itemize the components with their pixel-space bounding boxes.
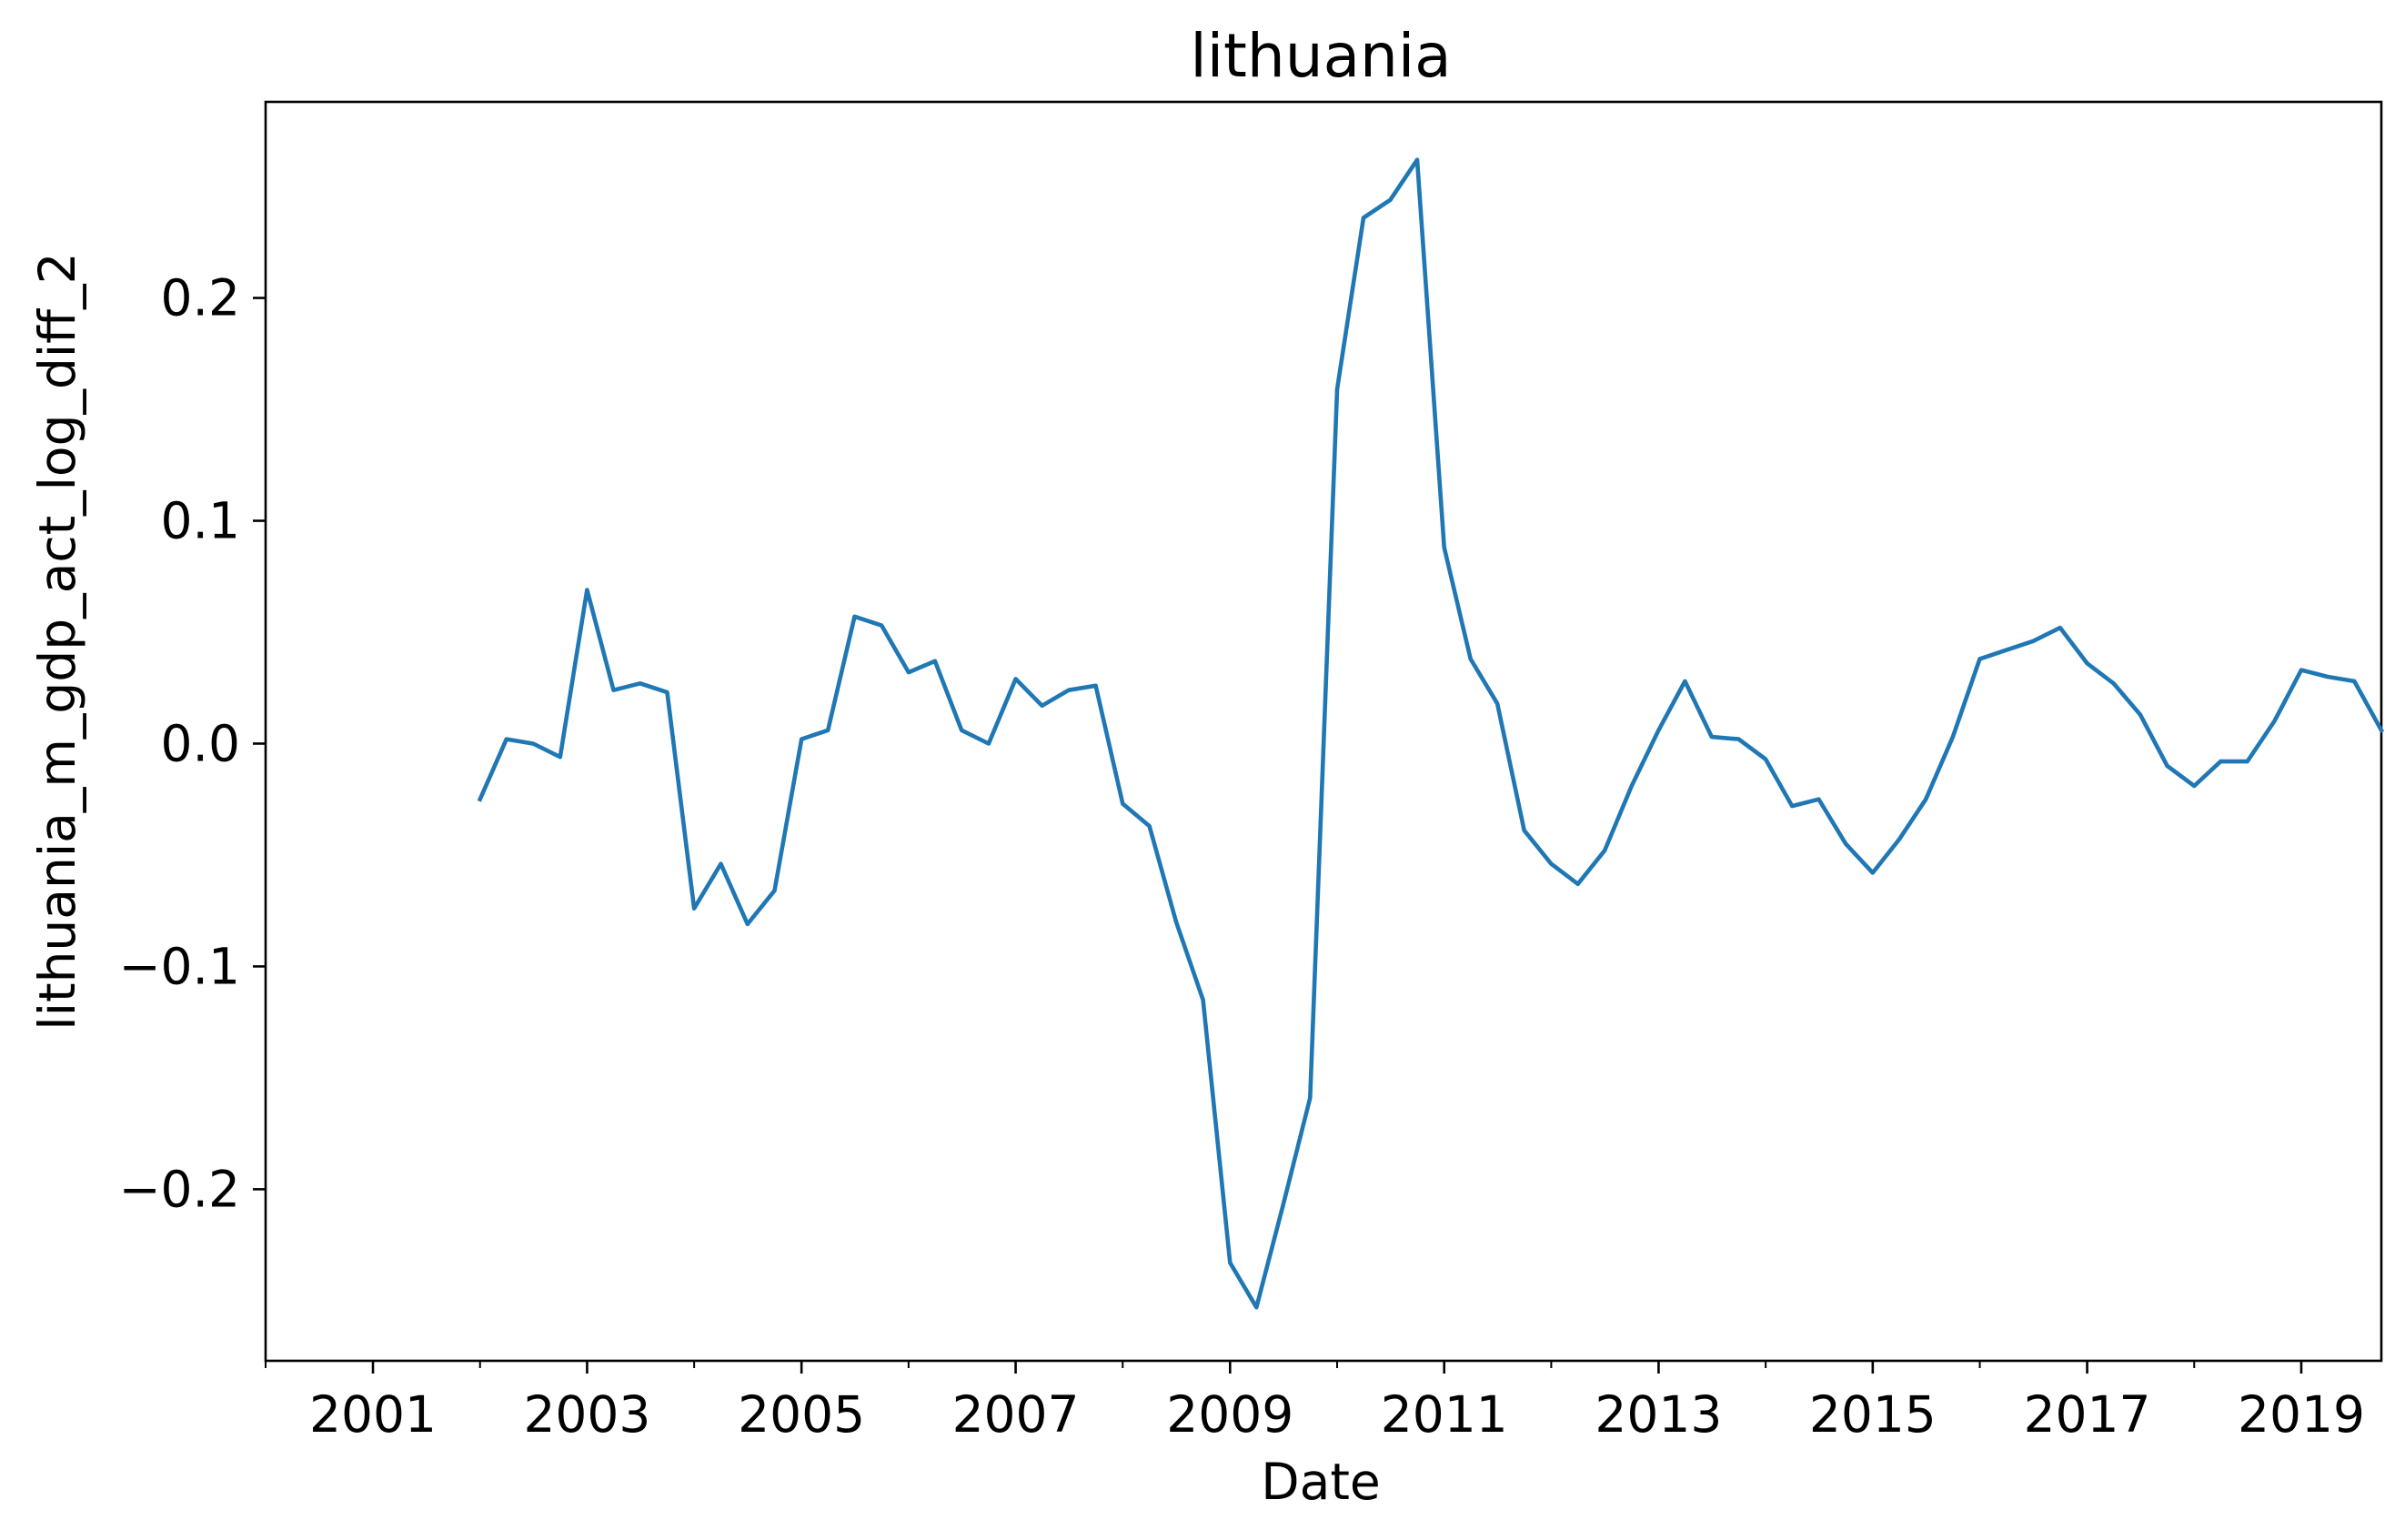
y-axis: −0.2 −0.1 0.0 0.1 0.2: [118, 269, 266, 1218]
x-axis-label: Date: [1261, 1453, 1380, 1511]
x-tick-label: 2003: [523, 1385, 650, 1444]
y-tick-label: −0.1: [118, 937, 240, 995]
x-tick-label: 2011: [1381, 1385, 1508, 1444]
x-tick-label: 2007: [952, 1385, 1080, 1444]
chart-title: lithuania: [1190, 21, 1451, 91]
x-tick-label: 2019: [2238, 1385, 2365, 1444]
x-axis: 2001 2003 2005 2007 2009 2011 2013 2015 2017 2019: [265, 1361, 2365, 1444]
y-axis-label: lithuania_m_gdp_act_log_diff_2: [28, 252, 86, 1030]
x-tick-label: 2009: [1166, 1385, 1293, 1444]
x-tick-label: 2015: [1809, 1385, 1937, 1444]
x-tick-label: 2001: [309, 1385, 437, 1444]
x-tick-label: 2017: [2024, 1385, 2151, 1444]
y-tick-label: 0.2: [161, 269, 240, 327]
series-line: [477, 157, 2385, 1310]
y-tick-label: 0.1: [161, 492, 240, 550]
plot-area: [264, 100, 2385, 1363]
x-tick-label: 2013: [1595, 1385, 1722, 1444]
y-tick-label: 0.0: [161, 714, 240, 772]
y-tick-label: −0.2: [118, 1160, 240, 1218]
x-tick-label: 2005: [738, 1385, 865, 1444]
